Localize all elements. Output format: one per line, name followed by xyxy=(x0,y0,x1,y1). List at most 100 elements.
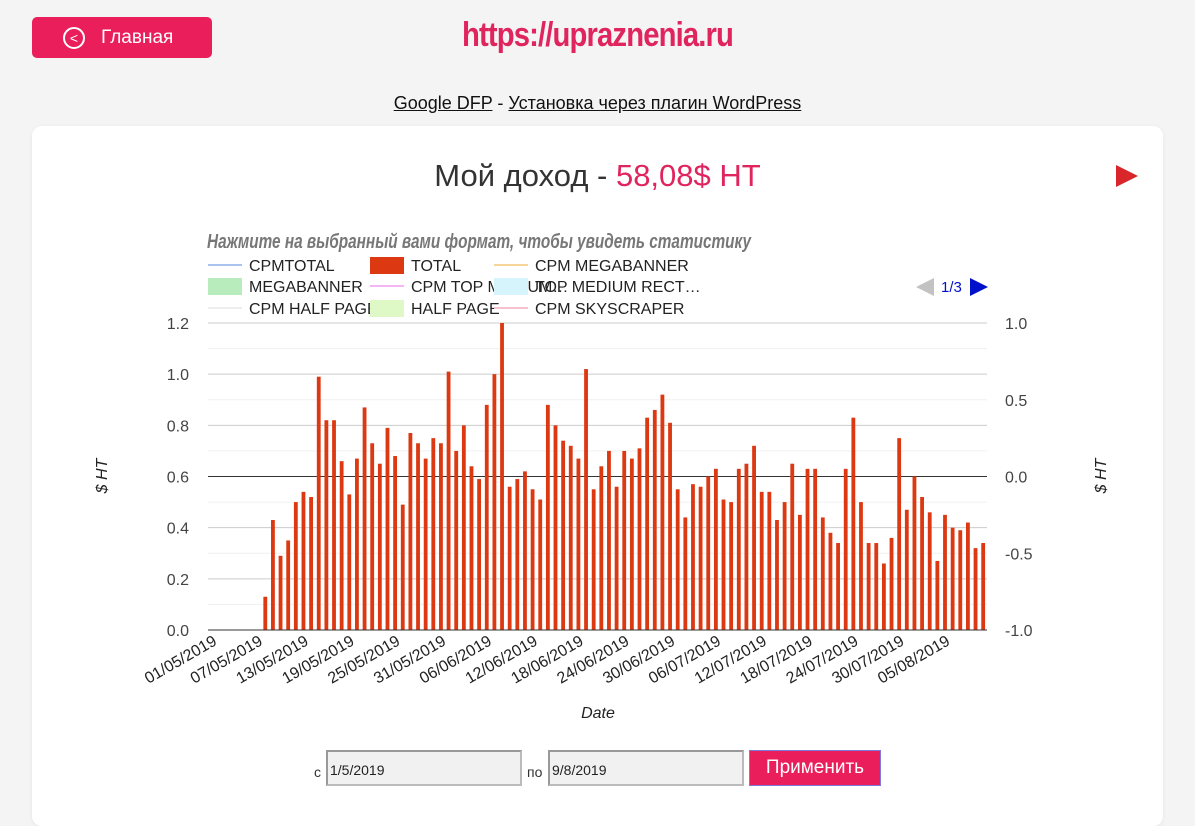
bar xyxy=(278,555,283,630)
y2-tick-label: -1.0 xyxy=(1005,623,1033,640)
date-range-form: с 1/5/2019 по 9/8/2019 Применить xyxy=(32,750,1163,790)
bar xyxy=(431,438,436,630)
bar xyxy=(515,479,520,630)
site-url-title: https://upraznenia.ru xyxy=(461,16,734,54)
chart-title: Нажмите на выбранный вами формат, чтобы … xyxy=(207,231,752,253)
bar xyxy=(828,532,833,630)
x-axis-label: Date xyxy=(581,705,615,722)
bar xyxy=(607,450,611,630)
income-amount: 58,08$ HT xyxy=(615,158,761,193)
y-tick-label: 0.6 xyxy=(167,470,189,487)
bar xyxy=(538,499,543,630)
play-icon[interactable] xyxy=(1116,165,1138,187)
bar xyxy=(293,502,298,630)
bar xyxy=(866,543,871,630)
bar xyxy=(263,596,268,630)
bar xyxy=(309,496,314,630)
legend-label: CPM TOP MEDIUM… xyxy=(411,279,568,296)
y-tick-label: 1.0 xyxy=(167,367,189,384)
bar xyxy=(454,450,459,630)
bar xyxy=(492,374,497,630)
y2-tick-label: 0.5 xyxy=(1005,393,1027,410)
home-button[interactable]: < Главная xyxy=(32,17,212,58)
bar xyxy=(851,417,856,630)
bar xyxy=(377,463,382,630)
bar xyxy=(706,476,711,630)
to-date-input[interactable]: 9/8/2019 xyxy=(548,750,744,786)
y-tick-label: 0.0 xyxy=(167,623,189,640)
bar xyxy=(943,514,947,630)
from-date-input[interactable]: 1/5/2019 xyxy=(326,750,522,786)
home-button-label: Главная xyxy=(101,26,174,48)
legend-label: HALF PAGE xyxy=(411,301,500,318)
bar xyxy=(881,563,886,630)
legend-label: CPMTOTAL xyxy=(249,258,335,275)
bar xyxy=(927,512,932,630)
bar xyxy=(820,517,825,630)
bar xyxy=(965,522,970,630)
bar xyxy=(553,425,558,630)
bar xyxy=(408,433,413,630)
bar xyxy=(859,502,863,630)
bar xyxy=(439,443,443,630)
legend-swatch xyxy=(370,300,404,317)
bar xyxy=(683,517,688,630)
bar xyxy=(385,427,390,630)
legend-page: 1/3 xyxy=(941,279,962,296)
bar xyxy=(775,519,779,630)
y-axis-label: $ HT xyxy=(94,457,111,494)
legend-swatch xyxy=(370,257,404,274)
apply-button[interactable]: Применить xyxy=(749,750,881,786)
bar xyxy=(523,471,527,630)
bar xyxy=(912,476,917,630)
y2-tick-label: -0.5 xyxy=(1005,546,1033,563)
google-dfp-link[interactable]: Google DFP xyxy=(393,93,493,113)
bar xyxy=(645,417,650,630)
bar xyxy=(286,540,291,630)
bar xyxy=(752,445,756,630)
legend-label: TOTAL xyxy=(411,258,461,275)
bar xyxy=(958,530,963,630)
bar xyxy=(301,491,306,630)
bar xyxy=(316,376,321,630)
legend-label: MEGABANNER xyxy=(249,279,363,296)
income-card: Мой доход - 58,08$ HT Нажмите на выбранн… xyxy=(32,126,1163,826)
bar xyxy=(355,458,359,630)
bar xyxy=(652,409,657,630)
bar xyxy=(691,484,695,630)
bar xyxy=(599,466,604,630)
bar xyxy=(805,468,810,630)
legend-next-icon xyxy=(970,278,988,296)
bar xyxy=(446,371,451,630)
y2-axis-label: $ HT xyxy=(1093,457,1110,494)
bar xyxy=(584,369,588,630)
legend-label: TOP MEDIUM RECT… xyxy=(535,279,701,296)
wordpress-plugin-link[interactable]: Установка через плагин WordPress xyxy=(508,93,802,113)
to-label: по xyxy=(527,764,543,780)
back-arrow-icon: < xyxy=(63,26,85,49)
bar xyxy=(362,407,367,630)
bar xyxy=(675,489,680,630)
bar xyxy=(874,543,879,630)
y-tick-label: 0.2 xyxy=(167,572,189,589)
bar xyxy=(713,468,718,630)
bar xyxy=(461,425,466,630)
breadcrumb-links: Google DFP - Установка через плагин Word… xyxy=(0,93,1195,114)
bar xyxy=(530,489,535,630)
legend-label: CPM SKYSCRAPER xyxy=(535,301,684,318)
y2-tick-label: 1.0 xyxy=(1005,316,1027,333)
bar xyxy=(744,463,749,630)
bar xyxy=(668,422,672,630)
legend-swatch xyxy=(208,278,242,295)
legend-swatch xyxy=(494,278,528,295)
bar xyxy=(591,489,596,630)
bar xyxy=(637,448,642,630)
bar xyxy=(469,466,474,630)
bar xyxy=(271,519,275,630)
bar xyxy=(981,543,986,630)
bar xyxy=(416,443,420,630)
y-tick-label: 1.2 xyxy=(167,316,189,333)
bar xyxy=(477,479,482,630)
bar xyxy=(576,458,581,630)
y-tick-label: 0.8 xyxy=(167,418,189,435)
